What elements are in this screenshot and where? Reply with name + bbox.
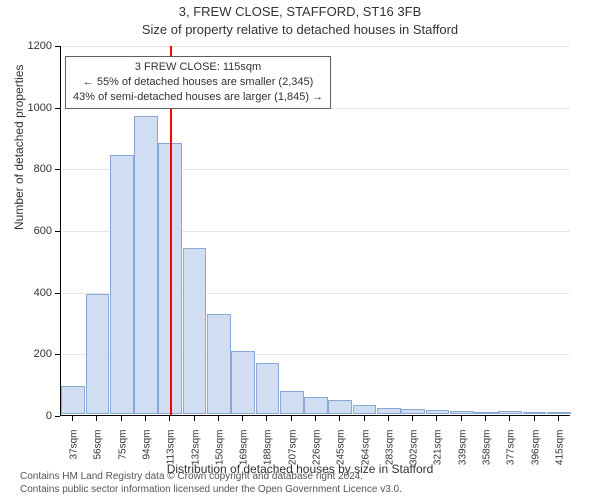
histogram-bar: [474, 412, 498, 414]
footer: Contains HM Land Registry data © Crown c…: [20, 471, 402, 496]
plot-area: 020040060080010001200 37sqm56sqm75sqm94s…: [60, 46, 570, 416]
y-tick-label: 600: [2, 225, 52, 237]
histogram-bar: [280, 391, 304, 414]
footer-line2: Contains public sector information licen…: [20, 484, 402, 497]
chart-title: 3, FREW CLOSE, STAFFORD, ST16 3FB: [0, 4, 600, 19]
x-tick: [339, 416, 340, 421]
x-tick: [388, 416, 389, 421]
y-tick: [55, 169, 60, 170]
histogram-bar: [426, 410, 450, 414]
histogram-bar: [304, 397, 328, 414]
chart-subtitle: Size of property relative to detached ho…: [0, 22, 600, 37]
y-tick-label: 400: [2, 287, 52, 299]
histogram-bar: [183, 248, 207, 415]
y-tick: [55, 108, 60, 109]
histogram-bar: [231, 351, 255, 414]
histogram-bar: [328, 400, 352, 414]
histogram-bar: [401, 409, 425, 414]
x-tick: [412, 416, 413, 421]
y-axis-label: Number of detached properties: [12, 65, 26, 230]
histogram-bar: [61, 386, 85, 414]
histogram-bar: [110, 155, 134, 414]
x-tick: [534, 416, 535, 421]
histogram-bar: [86, 294, 110, 414]
x-tick: [72, 416, 73, 421]
x-tick: [364, 416, 365, 421]
histogram-bar: [207, 314, 231, 414]
annotation-line2: ← 55% of detached houses are smaller (2,…: [73, 75, 323, 90]
x-tick: [96, 416, 97, 421]
x-tick: [169, 416, 170, 421]
histogram-bar: [547, 412, 571, 414]
y-tick-label: 800: [2, 163, 52, 175]
annotation-box: 3 FREW CLOSE: 115sqm ← 55% of detached h…: [65, 56, 331, 109]
y-tick: [55, 416, 60, 417]
x-tick: [436, 416, 437, 421]
x-tick: [485, 416, 486, 421]
x-tick: [461, 416, 462, 421]
x-tick: [315, 416, 316, 421]
y-tick: [55, 354, 60, 355]
histogram-bar: [256, 363, 280, 414]
x-tick: [242, 416, 243, 421]
annotation-line3: 43% of semi-detached houses are larger (…: [73, 90, 323, 105]
y-tick: [55, 231, 60, 232]
histogram-bar: [377, 408, 401, 414]
x-tick: [218, 416, 219, 421]
histogram-bar: [498, 411, 522, 414]
y-tick-label: 0: [2, 410, 52, 422]
x-tick: [509, 416, 510, 421]
x-tick: [266, 416, 267, 421]
y-tick: [55, 293, 60, 294]
x-tick: [194, 416, 195, 421]
y-tick-label: 1000: [2, 102, 52, 114]
x-tick: [558, 416, 559, 421]
page: 3, FREW CLOSE, STAFFORD, ST16 3FB Size o…: [0, 0, 600, 500]
histogram-bar: [353, 405, 377, 414]
histogram-bar: [450, 411, 474, 414]
annotation-line1: 3 FREW CLOSE: 115sqm: [73, 60, 323, 75]
y-tick: [55, 46, 60, 47]
y-tick-label: 200: [2, 348, 52, 360]
x-tick: [121, 416, 122, 421]
footer-line1: Contains HM Land Registry data © Crown c…: [20, 471, 402, 484]
x-tick: [291, 416, 292, 421]
x-tick: [145, 416, 146, 421]
y-tick-label: 1200: [2, 40, 52, 52]
histogram-bar: [523, 412, 547, 414]
histogram-bar: [134, 116, 158, 414]
